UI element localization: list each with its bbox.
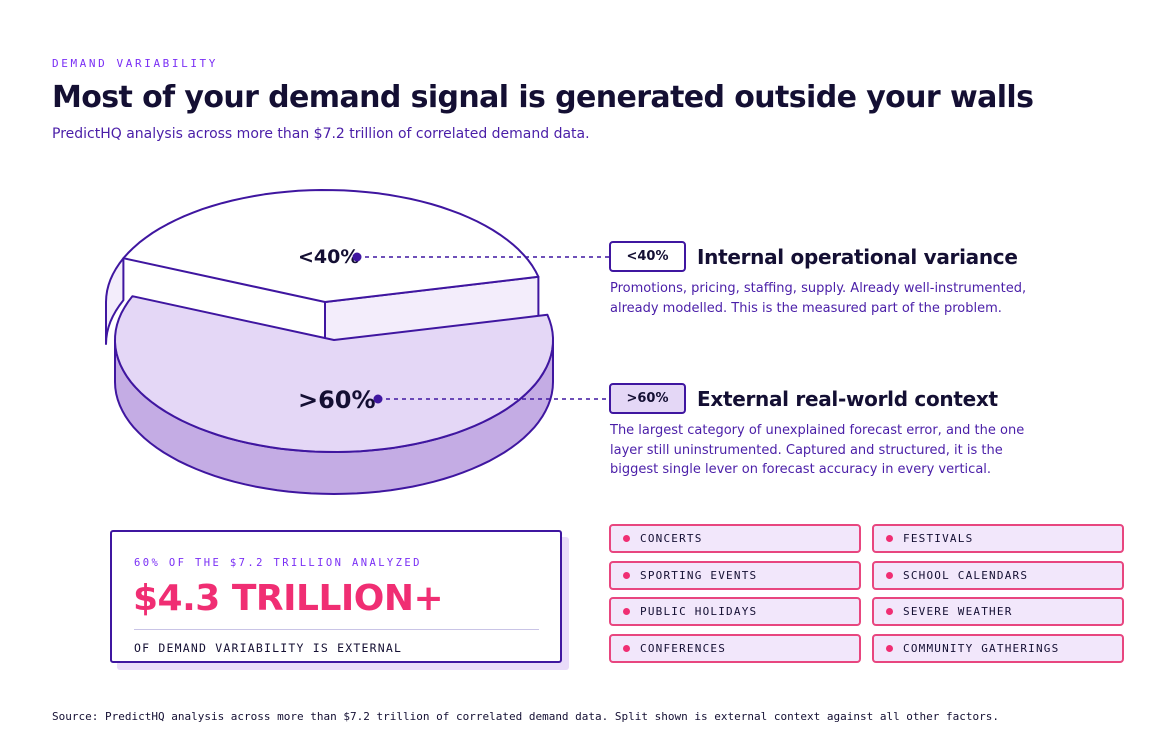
- stat-value: $4.3 TRILLION+: [133, 578, 444, 619]
- bullet-dot-icon: [886, 535, 893, 542]
- chip-concerts: CONCERTS: [609, 524, 861, 553]
- stat-kicker: 60% OF THE $7.2 TRILLION ANALYZED: [134, 557, 422, 569]
- bullet-dot-icon: [886, 608, 893, 615]
- leader-dot-icon: [373, 394, 383, 404]
- eyebrow: DEMAND VARIABILITY: [52, 57, 219, 70]
- chip-label: SEVERE WEATHER: [903, 605, 1013, 618]
- bullet-dot-icon: [623, 608, 630, 615]
- bullet-dot-icon: [886, 572, 893, 579]
- stat-card: 60% OF THE $7.2 TRILLION ANALYZED $4.3 T…: [110, 530, 562, 663]
- chip-label: PUBLIC HOLIDAYS: [640, 605, 758, 618]
- chip-label: SPORTING EVENTS: [640, 569, 758, 582]
- bullet-dot-icon: [623, 535, 630, 542]
- chip-label: SCHOOL CALENDARS: [903, 569, 1029, 582]
- internal-title: Internal operational variance: [697, 245, 1018, 269]
- chip-festivals: FESTIVALS: [872, 524, 1124, 553]
- bullet-dot-icon: [623, 572, 630, 579]
- chip-severe-weather: SEVERE WEATHER: [872, 597, 1124, 626]
- chip-public-holidays: PUBLIC HOLIDAYS: [609, 597, 861, 626]
- label-external: >60%: [298, 386, 376, 414]
- chip-sporting-events: SPORTING EVENTS: [609, 561, 861, 590]
- source-note: Source: PredictHQ analysis across more t…: [52, 710, 1000, 723]
- chip-conferences: CONFERENCES: [609, 634, 861, 663]
- chip-community-gatherings: COMMUNITY GATHERINGS: [872, 634, 1124, 663]
- chip-label: CONFERENCES: [640, 642, 727, 655]
- external-pill: >60%: [609, 383, 686, 414]
- stat-divider: [134, 629, 539, 630]
- slice-internal: [105, 189, 540, 345]
- chip-label: CONCERTS: [640, 532, 703, 545]
- internal-description: Promotions, pricing, staffing, supply. A…: [610, 281, 1027, 316]
- label-internal: <40%: [298, 246, 359, 268]
- slice-external: [114, 295, 554, 495]
- chip-label: FESTIVALS: [903, 532, 974, 545]
- leader-dot-icon: [352, 252, 362, 262]
- external-title: External real-world context: [697, 387, 998, 411]
- bullet-dot-icon: [623, 645, 630, 652]
- chip-label: COMMUNITY GATHERINGS: [903, 642, 1060, 655]
- chip-school-calendars: SCHOOL CALENDARS: [872, 561, 1124, 590]
- stat-footnote: OF DEMAND VARIABILITY IS EXTERNAL: [134, 641, 403, 655]
- external-description: The largest category of unexplained fore…: [610, 423, 1025, 477]
- page-subtitle: PredictHQ analysis across more than $7.2…: [52, 126, 590, 142]
- page-title: Most of your demand signal is generated …: [52, 80, 1034, 115]
- bullet-dot-icon: [886, 645, 893, 652]
- internal-pill: <40%: [609, 241, 686, 272]
